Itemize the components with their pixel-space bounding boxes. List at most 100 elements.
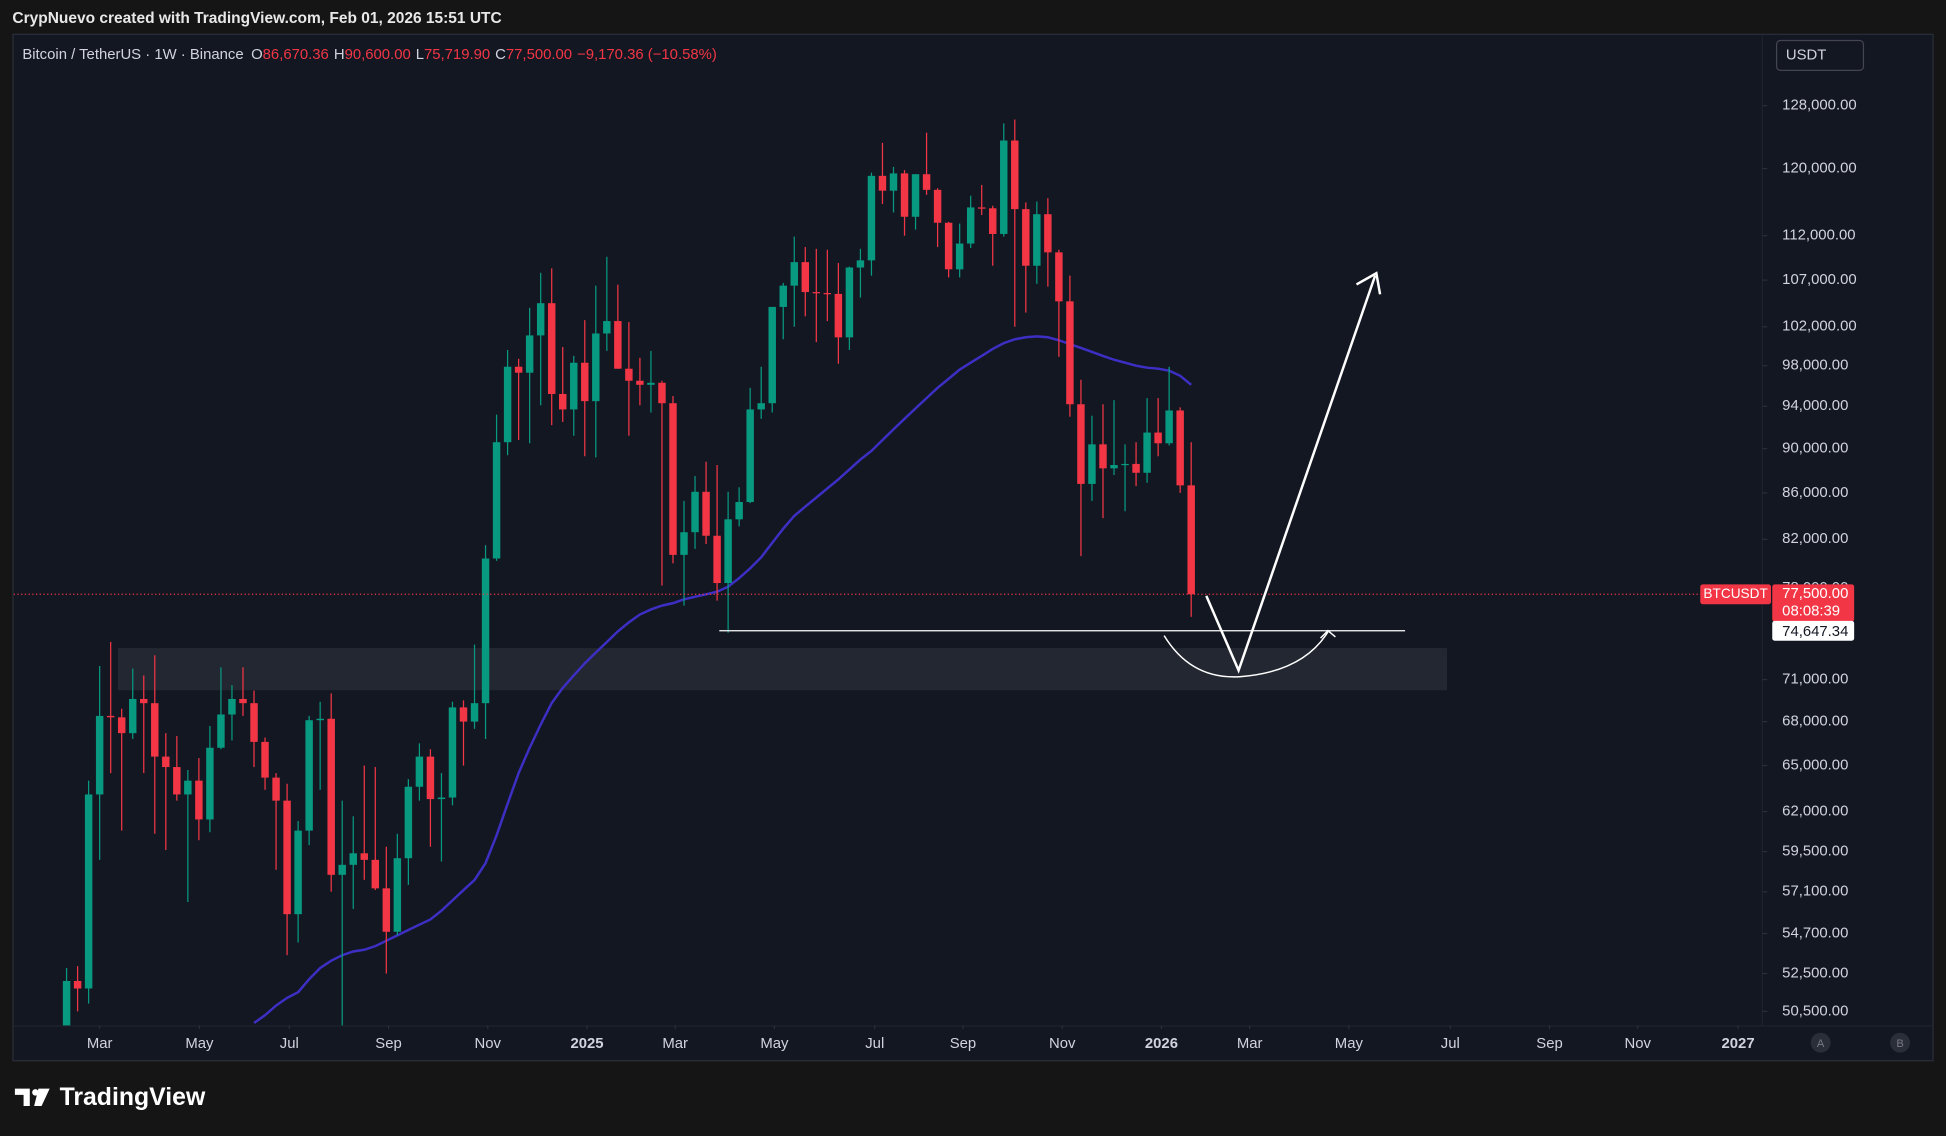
x-tick-label: 2026 bbox=[1145, 1036, 1178, 1052]
candle-body bbox=[614, 321, 622, 369]
logo-mark bbox=[32, 1089, 39, 1096]
candle-body bbox=[151, 703, 159, 757]
y-tick-label: 65,000.00 bbox=[1782, 757, 1848, 773]
candle-body bbox=[404, 786, 413, 859]
last-price-tag bbox=[1772, 584, 1855, 622]
candle-body bbox=[1088, 444, 1096, 484]
candle-body bbox=[702, 491, 710, 536]
x-tick-label: May bbox=[1335, 1036, 1364, 1052]
x-tick-label: Jul bbox=[280, 1036, 299, 1052]
demand-zone bbox=[117, 648, 1448, 691]
candle-body bbox=[1011, 140, 1019, 210]
candle-body bbox=[382, 888, 391, 932]
candle-body bbox=[239, 698, 247, 704]
countdown-label: 08:08:39 bbox=[1782, 604, 1840, 620]
annotations bbox=[1163, 271, 1382, 678]
candle-body bbox=[327, 718, 335, 875]
candle-body bbox=[812, 292, 821, 294]
x-tick-label: Jul bbox=[865, 1036, 884, 1052]
candle-body bbox=[922, 174, 931, 190]
candle-body bbox=[856, 260, 865, 268]
x-tick-label: Jul bbox=[1441, 1036, 1460, 1052]
candle-body bbox=[1033, 214, 1041, 266]
candle-body bbox=[117, 717, 126, 734]
candle-body bbox=[84, 794, 93, 989]
y-tick-label: 120,000.00 bbox=[1782, 160, 1856, 176]
candle-body bbox=[636, 380, 644, 385]
candle-body bbox=[106, 715, 115, 718]
axes: 128,000.00 120,000.00 112,000.00 107,000.00… bbox=[87, 98, 1857, 1052]
y-tick-label: 82,000.00 bbox=[1782, 531, 1848, 547]
candle-body bbox=[845, 267, 854, 338]
legend-key: C bbox=[495, 47, 506, 63]
candle-body bbox=[724, 519, 732, 584]
currency-label: USDT bbox=[1786, 47, 1827, 63]
candle-body bbox=[1099, 444, 1107, 469]
scale-button-label: B bbox=[1896, 1038, 1903, 1050]
candle-body bbox=[1165, 410, 1173, 444]
candle-body bbox=[250, 703, 258, 742]
legend-key: H bbox=[334, 47, 345, 63]
candle-body bbox=[669, 403, 677, 555]
legend-value: 77,500.00 bbox=[506, 47, 572, 63]
support-label: 74,647.34 bbox=[1782, 624, 1848, 640]
candle-body bbox=[184, 780, 192, 795]
candle-body bbox=[900, 173, 909, 217]
y-tick-label: 90,000.00 bbox=[1782, 441, 1848, 457]
legend-value: 86,670.36 bbox=[263, 47, 329, 63]
candle-body bbox=[592, 333, 600, 402]
candle-body bbox=[867, 175, 876, 261]
candle-body bbox=[140, 698, 148, 704]
y-tick-label: 94,000.00 bbox=[1782, 398, 1848, 414]
symbol-tag-label: BTCUSDT bbox=[1703, 586, 1768, 601]
y-tick-label: 86,000.00 bbox=[1782, 485, 1848, 501]
candle-body bbox=[426, 756, 435, 800]
candle-body bbox=[1055, 252, 1063, 302]
candle-body bbox=[1077, 404, 1085, 484]
candle-body bbox=[261, 741, 269, 778]
curve-arrow-head bbox=[1319, 629, 1336, 639]
y-tick-label: 50,500.00 bbox=[1782, 1003, 1848, 1019]
candle-body bbox=[1121, 463, 1129, 466]
legend: Bitcoin / TetherUS · 1W · Binance O86,670… bbox=[22, 47, 717, 63]
scale-button-label: A bbox=[1817, 1038, 1825, 1050]
legend-change: −9,170.36 (−10.58%) bbox=[577, 47, 717, 63]
y-tick-label: 71,000.00 bbox=[1782, 672, 1848, 688]
projection-arrow bbox=[1205, 275, 1377, 674]
legend-text: Bitcoin / TetherUS · 1W · Binance O86,670… bbox=[22, 47, 717, 63]
candle-body bbox=[349, 853, 357, 865]
candle-body bbox=[790, 262, 798, 286]
candle-body bbox=[305, 720, 313, 831]
candle-body bbox=[801, 262, 810, 293]
candle-body bbox=[757, 403, 765, 410]
candle-body bbox=[459, 707, 468, 722]
candle-body bbox=[437, 797, 446, 800]
scale-button[interactable] bbox=[1890, 1032, 1911, 1053]
x-tick-label: Mar bbox=[662, 1036, 688, 1052]
candle-body bbox=[955, 243, 964, 270]
y-tick-label: 68,000.00 bbox=[1782, 714, 1848, 730]
x-tick-label: Sep bbox=[950, 1036, 976, 1052]
candle-body bbox=[294, 830, 302, 915]
y-tick-label: 128,000.00 bbox=[1782, 98, 1856, 114]
candle-body bbox=[746, 409, 754, 503]
legend-key: L bbox=[416, 47, 424, 63]
arrow-head bbox=[1355, 271, 1382, 295]
legend-key: O bbox=[251, 47, 263, 63]
y-tick-label: 57,100.00 bbox=[1782, 884, 1848, 900]
candle-body bbox=[62, 980, 71, 1026]
candle-body bbox=[1044, 214, 1052, 253]
candle-body bbox=[1066, 301, 1074, 405]
candle-body bbox=[1176, 410, 1184, 486]
candle-body bbox=[470, 703, 479, 722]
candle-body bbox=[316, 718, 324, 721]
candle-body bbox=[1143, 432, 1151, 473]
scale-button[interactable] bbox=[1810, 1032, 1831, 1053]
y-tick-label: 102,000.00 bbox=[1782, 319, 1856, 335]
chart-panel bbox=[12, 33, 1934, 1062]
candle-body bbox=[889, 173, 898, 191]
y-tick-label: 54,700.00 bbox=[1782, 925, 1848, 941]
currency-button[interactable] bbox=[1775, 39, 1865, 71]
